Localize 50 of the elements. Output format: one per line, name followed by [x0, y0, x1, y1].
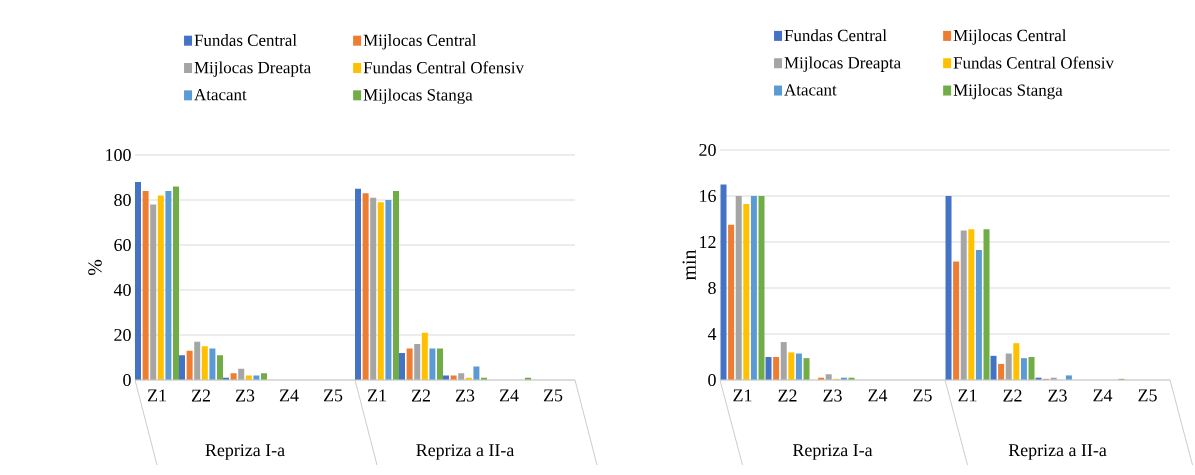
- legend-label: Atacant: [194, 88, 247, 101]
- y-tick-label: 20: [699, 143, 716, 157]
- x-tick-label: Z4: [868, 389, 888, 402]
- x-tick-label: Z2: [778, 389, 797, 402]
- x-tick-label: Z5: [323, 389, 343, 402]
- legend-label: Mijlocas Dreapta: [194, 61, 311, 77]
- x-tick-label: Z4: [279, 389, 299, 402]
- legend-label: Mijlocas Stanga: [363, 88, 473, 105]
- legend-label: Mijlocas Dreapta: [784, 56, 901, 72]
- x-tick-label: Z4: [1093, 389, 1113, 402]
- text: Repriza I-a: [792, 444, 873, 460]
- text: Repriza a II-a: [1008, 444, 1107, 460]
- x-tick-label: Z2: [1003, 389, 1022, 402]
- y-tick-label: 40: [113, 283, 131, 297]
- x-tick-label: Z5: [1138, 389, 1157, 402]
- y-tick-label: 8: [708, 281, 716, 295]
- x-tick-label: Z2: [191, 389, 210, 402]
- x-tick-label: Z1: [147, 389, 166, 402]
- x-tick-label: Z5: [543, 389, 563, 402]
- legend-label: Fundas Central: [784, 29, 887, 42]
- y-tick-label: 12: [700, 236, 716, 248]
- y-tick-label: 60: [114, 238, 131, 252]
- legend-label: Mijlocas Central: [363, 34, 477, 50]
- x-tick-label: Z4: [499, 389, 519, 402]
- y-tick-label: 0: [708, 373, 716, 387]
- x-tick-label: Z1: [733, 389, 752, 402]
- x-tick-label: Z3: [235, 389, 255, 402]
- y-tick-label: 0: [123, 373, 131, 387]
- x-tick-label: Z3: [823, 389, 842, 402]
- x-tick-label: Z3: [1048, 389, 1067, 402]
- x-tick-label: Z2: [411, 389, 430, 402]
- legend-label: Atacant: [784, 84, 837, 96]
- x-tick-label: Z1: [367, 389, 386, 402]
- legend-label: Fundas Central Ofensiv: [363, 61, 524, 74]
- y-tick-label: 16: [700, 189, 716, 203]
- text: Repriza I-a: [205, 444, 285, 460]
- legend-label: Fundas Central Ofensiv: [953, 56, 1114, 69]
- y-tick-label: 20: [114, 328, 131, 342]
- legend-label: Mijlocas Central: [953, 29, 1067, 45]
- y-tick-label: 4: [707, 328, 717, 340]
- y-tick-label: 80: [114, 193, 131, 207]
- x-tick-label: Z3: [455, 389, 475, 402]
- text: Repriza a II-a: [416, 444, 515, 460]
- y-tick-label: 100: [106, 148, 131, 162]
- legend-label: Mijlocas Stanga: [953, 83, 1063, 100]
- x-tick-label: Z1: [958, 389, 977, 402]
- y-axis-title: min: [682, 249, 696, 281]
- x-tick-label: Z5: [913, 389, 932, 402]
- y-axis-title: %: [88, 259, 102, 276]
- legend-label: Fundas Central: [194, 34, 297, 46]
